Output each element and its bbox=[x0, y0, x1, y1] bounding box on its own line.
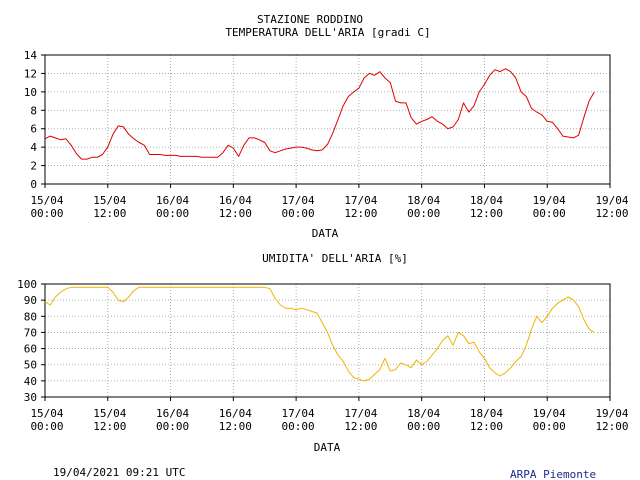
temperature-y-tick-label: 6 bbox=[30, 123, 37, 136]
humidity-y-tick-label: 60 bbox=[24, 343, 37, 356]
humidity-x-tick-date: 17/04 bbox=[282, 407, 315, 420]
temperature-chart: 0246810121415/0400:0015/0412:0016/0400:0… bbox=[24, 49, 629, 220]
temperature-x-tick-date: 17/04 bbox=[282, 194, 315, 207]
humidity-y-tick-label: 100 bbox=[17, 278, 37, 291]
footer-credit: ARPA Piemonte bbox=[510, 468, 596, 480]
humidity-x-tick-time: 00:00 bbox=[282, 420, 315, 433]
humidity-x-tick-time: 00:00 bbox=[30, 420, 63, 433]
temperature-y-tick-label: 8 bbox=[30, 104, 37, 117]
temperature-x-tick-time: 12:00 bbox=[470, 207, 503, 220]
humidity-y-tick-label: 40 bbox=[24, 375, 37, 388]
humidity-series-line bbox=[44, 286, 595, 382]
humidity-x-tick-time: 12:00 bbox=[470, 420, 503, 433]
humidity-x-tick-time: 00:00 bbox=[156, 420, 189, 433]
humidity-y-tick-label: 80 bbox=[24, 310, 37, 323]
temperature-chart-title: TEMPERATURA DELL'ARIA [gradi C] bbox=[225, 26, 430, 39]
humidity-y-tick-label: 50 bbox=[24, 359, 37, 372]
humidity-chart-title: UMIDITA' DELL'ARIA [%] bbox=[262, 252, 408, 265]
humidity-y-tick-label: 30 bbox=[24, 391, 37, 404]
temperature-x-tick-time: 12:00 bbox=[344, 207, 377, 220]
humidity-x-tick-time: 12:00 bbox=[93, 420, 126, 433]
temperature-y-tick-label: 12 bbox=[24, 67, 37, 80]
temperature-x-tick-date: 19/04 bbox=[595, 194, 628, 207]
temperature-y-tick-label: 2 bbox=[30, 160, 37, 173]
humidity-x-tick-date: 19/04 bbox=[533, 407, 566, 420]
temperature-x-tick-time: 12:00 bbox=[93, 207, 126, 220]
humidity-x-tick-date: 15/04 bbox=[30, 407, 63, 420]
humidity-x-tick-date: 17/04 bbox=[344, 407, 377, 420]
humidity-chart: 3040506070809010015/0400:0015/0412:0016/… bbox=[17, 278, 629, 433]
temperature-series-line bbox=[44, 68, 595, 160]
humidity-x-tick-time: 00:00 bbox=[407, 420, 440, 433]
humidity-x-tick-date: 15/04 bbox=[93, 407, 126, 420]
humidity-x-tick-date: 16/04 bbox=[219, 407, 252, 420]
temperature-y-tick-label: 0 bbox=[30, 178, 37, 191]
humidity-x-tick-date: 18/04 bbox=[407, 407, 440, 420]
station-title: STAZIONE RODDINO bbox=[257, 13, 363, 26]
temperature-y-tick-label: 14 bbox=[24, 49, 38, 62]
humidity-plot-frame bbox=[44, 283, 611, 398]
temperature-x-tick-date: 16/04 bbox=[156, 194, 189, 207]
humidity-x-tick-time: 12:00 bbox=[219, 420, 252, 433]
humidity-y-tick-label: 70 bbox=[24, 326, 37, 339]
temperature-x-tick-date: 15/04 bbox=[30, 194, 63, 207]
temperature-x-tick-date: 17/04 bbox=[344, 194, 377, 207]
temperature-x-tick-time: 00:00 bbox=[156, 207, 189, 220]
humidity-x-axis-label: DATA bbox=[314, 441, 341, 454]
temperature-x-tick-time: 00:00 bbox=[30, 207, 63, 220]
temperature-x-tick-date: 16/04 bbox=[219, 194, 252, 207]
humidity-x-tick-date: 18/04 bbox=[470, 407, 503, 420]
temperature-x-axis-label: DATA bbox=[312, 227, 339, 240]
temperature-y-tick-label: 10 bbox=[24, 86, 37, 99]
footer-timestamp: 19/04/2021 09:21 UTC bbox=[53, 466, 185, 479]
temperature-x-tick-time: 12:00 bbox=[595, 207, 628, 220]
temperature-x-tick-date: 15/04 bbox=[93, 194, 126, 207]
temperature-plot-frame bbox=[44, 54, 611, 185]
humidity-x-tick-time: 00:00 bbox=[533, 420, 566, 433]
temperature-x-tick-date: 18/04 bbox=[407, 194, 440, 207]
humidity-x-tick-date: 19/04 bbox=[595, 407, 628, 420]
temperature-x-tick-time: 00:00 bbox=[282, 207, 315, 220]
humidity-x-tick-time: 12:00 bbox=[595, 420, 628, 433]
temperature-x-tick-time: 00:00 bbox=[407, 207, 440, 220]
humidity-y-tick-label: 90 bbox=[24, 294, 37, 307]
temperature-x-tick-date: 18/04 bbox=[470, 194, 503, 207]
humidity-x-tick-date: 16/04 bbox=[156, 407, 189, 420]
temperature-x-tick-date: 19/04 bbox=[533, 194, 566, 207]
temperature-x-tick-time: 12:00 bbox=[219, 207, 252, 220]
temperature-y-tick-label: 4 bbox=[30, 141, 37, 154]
temperature-x-tick-time: 00:00 bbox=[533, 207, 566, 220]
humidity-x-tick-time: 12:00 bbox=[344, 420, 377, 433]
